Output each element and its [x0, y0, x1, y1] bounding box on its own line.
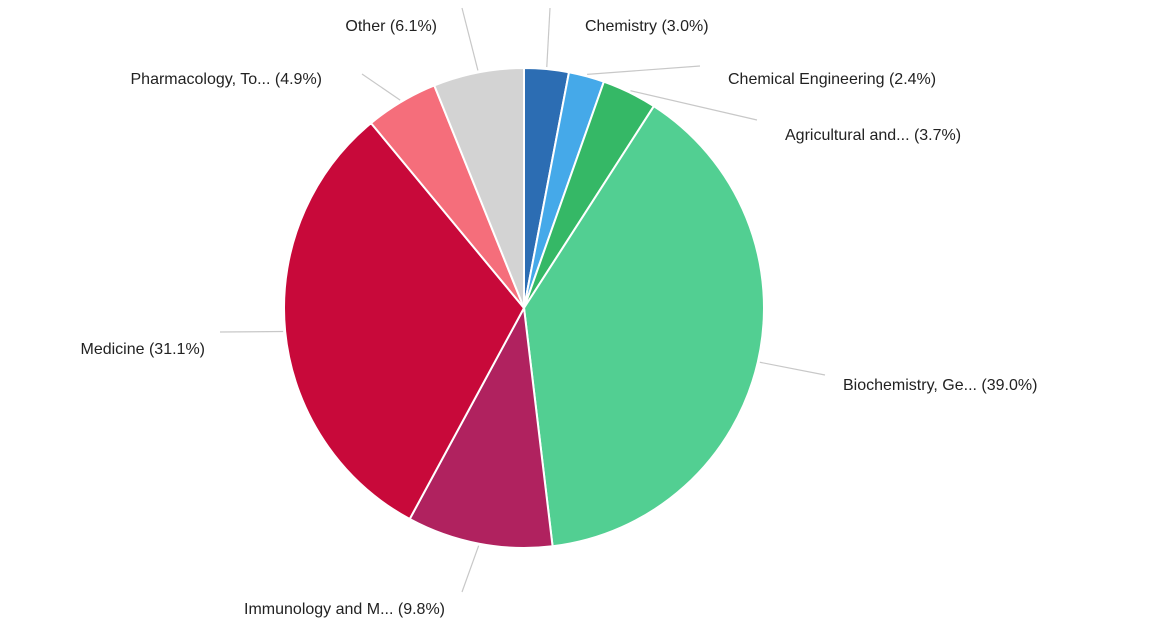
leader-line — [546, 7, 551, 68]
leader-line — [630, 90, 758, 121]
pie-slice — [408, 304, 554, 549]
slice-label: Chemical Engineering (2.4%) — [728, 71, 936, 88]
pie-slice — [283, 121, 526, 521]
slice-label: Pharmacology, To... (4.9%) — [131, 71, 323, 88]
leader-line — [759, 361, 826, 376]
leader-line — [587, 65, 701, 75]
slice-label: Chemistry (3.0%) — [585, 18, 709, 35]
slice-label: Agricultural and... (3.7%) — [785, 127, 961, 144]
leader-line — [361, 73, 401, 101]
slice-label: Biochemistry, Ge... (39.0%) — [843, 377, 1037, 394]
slice-label: Other (6.1%) — [345, 18, 437, 35]
leader-line — [461, 545, 480, 593]
slice-label: Medicine (31.1%) — [81, 341, 206, 358]
pie-slice — [432, 66, 525, 309]
pie-slice — [522, 104, 765, 548]
leader-line — [461, 7, 479, 71]
slice-label: Immunology and M... (9.8%) — [244, 601, 445, 618]
